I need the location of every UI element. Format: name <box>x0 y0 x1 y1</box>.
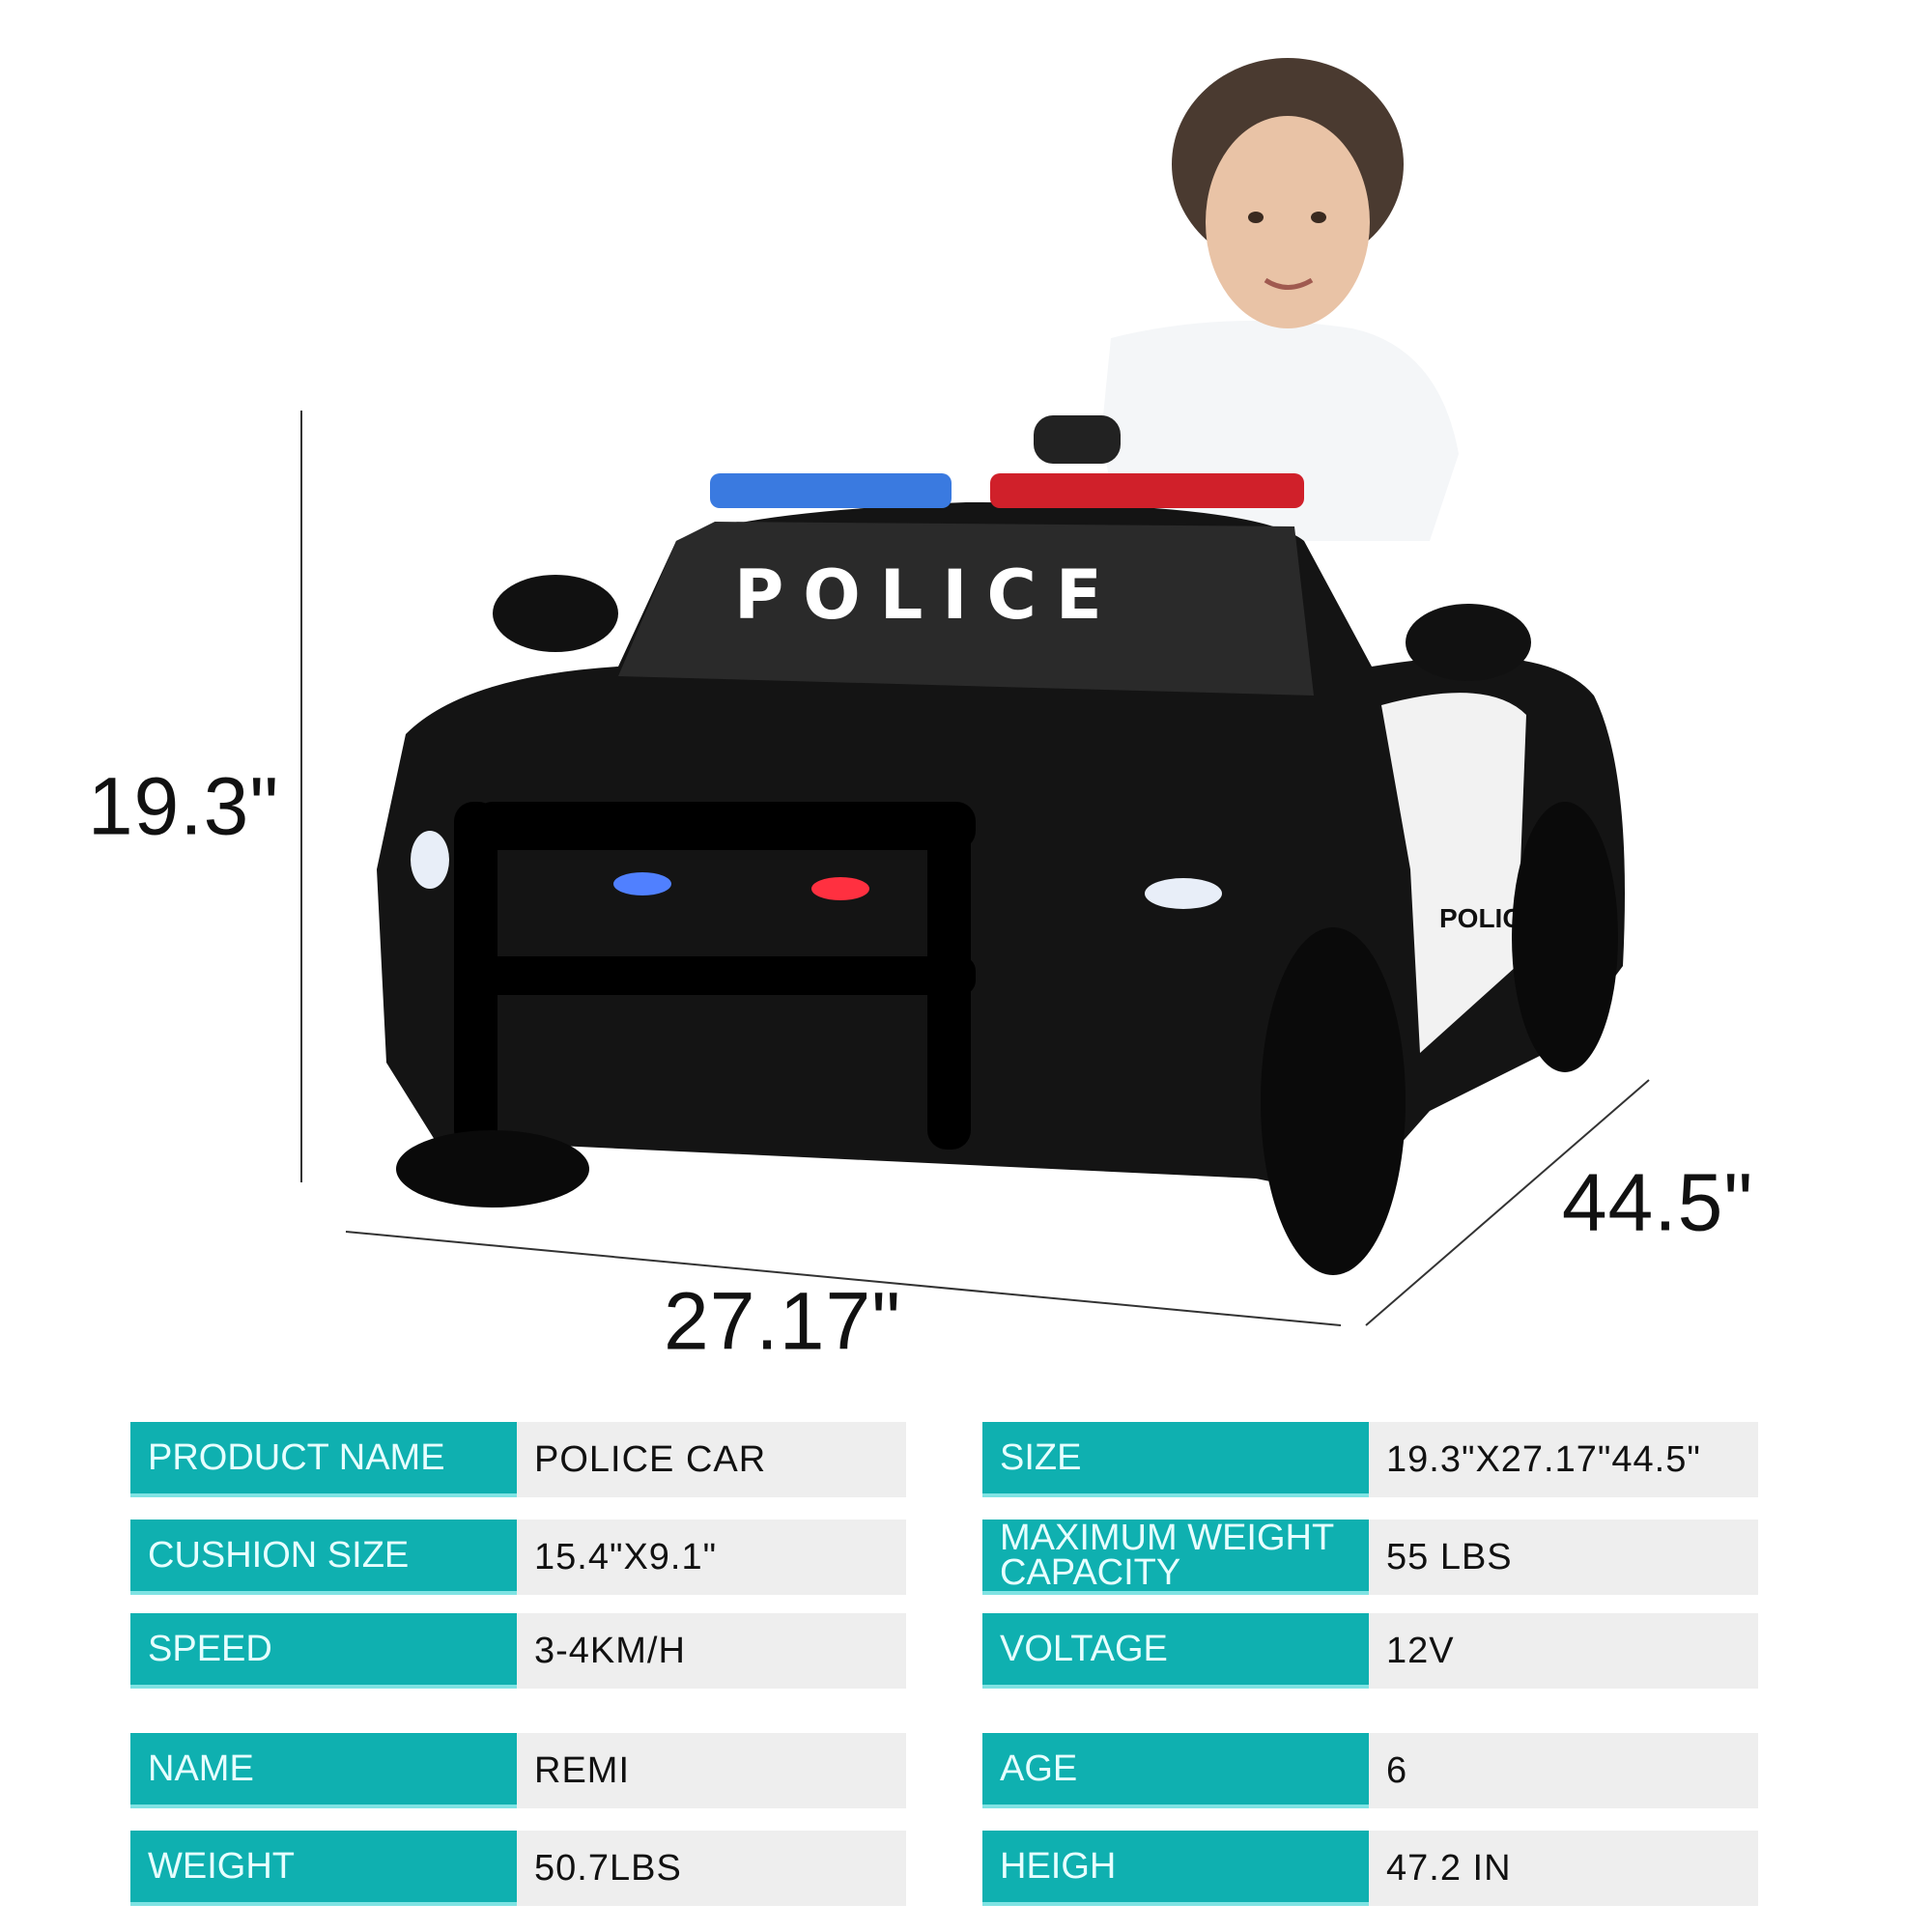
length-dimension-label: 44.5" <box>1561 1156 1754 1248</box>
spec-label: SIZE <box>982 1422 1369 1497</box>
spec-label: PRODUCT NAME <box>130 1422 517 1497</box>
spec-label: NAME <box>130 1733 517 1808</box>
spec-value: 50.7LBS <box>517 1831 906 1906</box>
spec-value: REMI <box>517 1733 906 1808</box>
windshield-lettering: POLICE <box>734 555 1122 635</box>
lightbar-red <box>990 473 1304 508</box>
spec-value: 55 LBS <box>1369 1520 1758 1595</box>
width-dimension-line <box>345 1231 1342 1326</box>
spec-value: 3-4KM/H <box>517 1613 906 1689</box>
spec-row: HEIGH 47.2 IN <box>982 1831 1758 1906</box>
spec-row: NAME REMI <box>130 1733 906 1808</box>
spec-row: CUSHION SIZE 15.4"X9.1" <box>130 1520 906 1595</box>
width-dimension-label: 27.17" <box>663 1275 902 1367</box>
length-dimension-line <box>1365 1079 1650 1326</box>
height-dimension-label: 19.3" <box>87 760 280 852</box>
spec-label: CUSHION SIZE <box>130 1520 517 1595</box>
spec-label: WEIGHT <box>130 1831 517 1906</box>
child-figure <box>1034 58 1459 541</box>
spec-row: PRODUCT NAME POLICE CAR <box>130 1422 906 1497</box>
spec-row: AGE 6 <box>982 1733 1758 1808</box>
spec-value: 47.2 IN <box>1369 1831 1758 1906</box>
spec-row: SIZE 19.3"X27.17"44.5" <box>982 1422 1758 1497</box>
spec-label: VOLTAGE <box>982 1613 1369 1689</box>
spec-row: MAXIMUM WEIGHT CAPACITY 55 LBS <box>982 1520 1758 1595</box>
spec-value: 12V <box>1369 1613 1758 1689</box>
police-car: POLICE POLICE <box>377 473 1625 1275</box>
spec-label: MAXIMUM WEIGHT CAPACITY <box>982 1520 1369 1595</box>
spec-value: 6 <box>1369 1733 1758 1808</box>
spec-value: 15.4"X9.1" <box>517 1520 906 1595</box>
spec-label: AGE <box>982 1733 1369 1808</box>
spec-value: POLICE CAR <box>517 1422 906 1497</box>
spec-label: HEIGH <box>982 1831 1369 1906</box>
spec-row: SPEED 3-4KM/H <box>130 1613 906 1689</box>
spec-row: WEIGHT 50.7LBS <box>130 1831 906 1906</box>
spec-value: 19.3"X27.17"44.5" <box>1369 1422 1758 1497</box>
lightbar-blue <box>710 473 952 508</box>
spec-row: VOLTAGE 12V <box>982 1613 1758 1689</box>
spec-label: SPEED <box>130 1613 517 1689</box>
